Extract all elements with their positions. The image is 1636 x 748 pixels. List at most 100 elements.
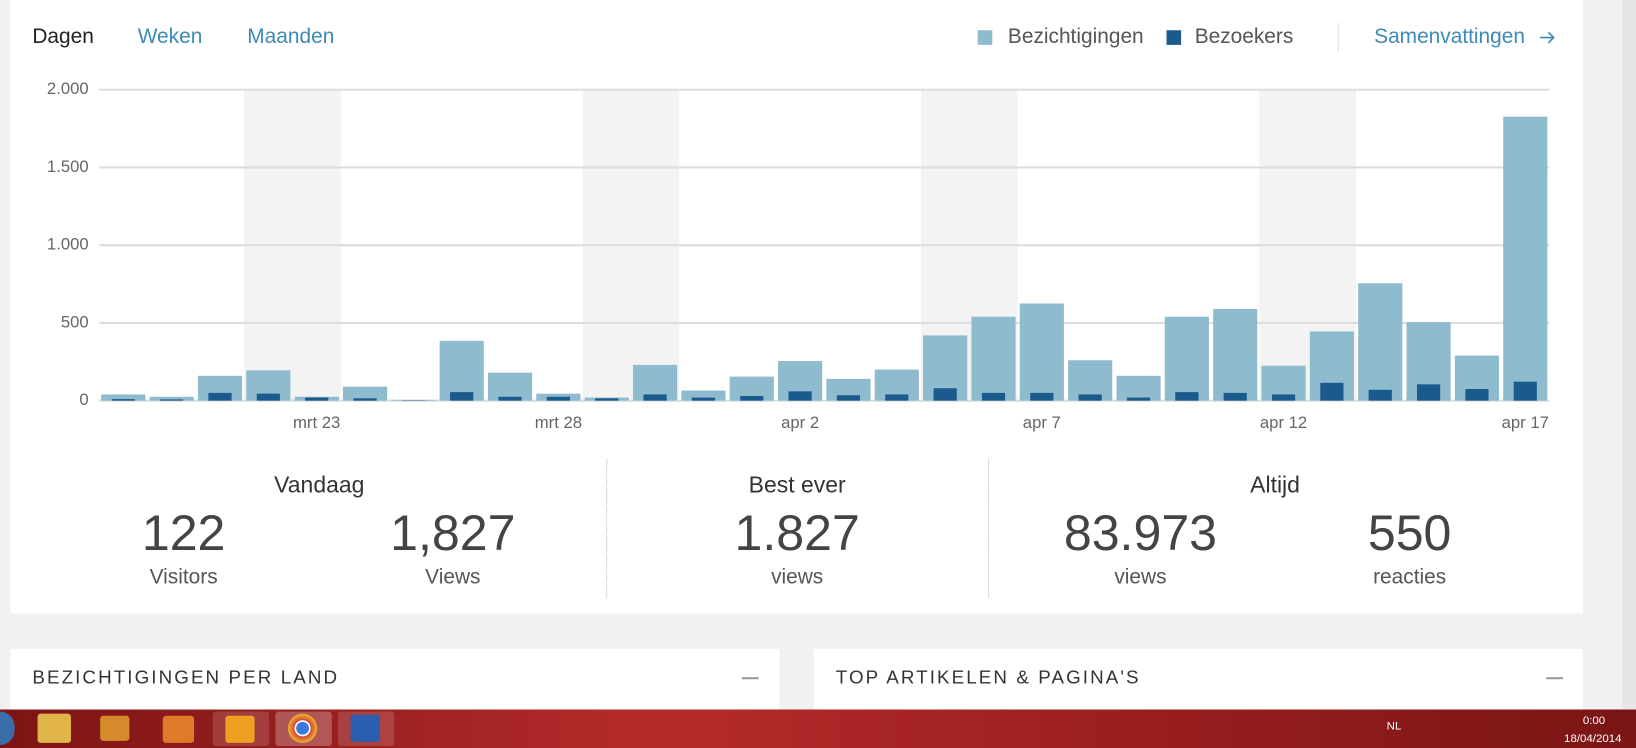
summary-label: Visitors bbox=[149, 565, 218, 589]
bar bbox=[1213, 308, 1258, 401]
bar bbox=[487, 372, 533, 401]
arrow-icon bbox=[1540, 31, 1555, 44]
summary-title: Altijd bbox=[1250, 471, 1300, 498]
bar bbox=[1126, 397, 1151, 401]
summary-value: 122 bbox=[141, 506, 226, 562]
x-tick-label: apr 12 bbox=[1260, 413, 1307, 432]
summary-label: views bbox=[771, 565, 824, 589]
app-icon[interactable] bbox=[100, 715, 130, 741]
legend-swatch bbox=[977, 30, 993, 45]
app-icon[interactable] bbox=[225, 715, 255, 743]
bar bbox=[1465, 389, 1489, 401]
legend-label: Bezoekers bbox=[1194, 25, 1294, 48]
scrollbar[interactable] bbox=[1622, 0, 1636, 710]
bar bbox=[681, 390, 726, 401]
panel-title: TOP ARTIKELEN & PAGINA'S bbox=[835, 666, 1141, 688]
app-icon[interactable] bbox=[287, 713, 318, 743]
bar bbox=[305, 397, 329, 401]
bar bbox=[498, 396, 522, 401]
bar bbox=[1019, 303, 1064, 401]
bar bbox=[595, 398, 619, 401]
bar bbox=[643, 394, 667, 401]
tab[interactable]: Maanden bbox=[247, 25, 335, 48]
y-tick-label: 500 bbox=[61, 312, 89, 331]
panel-title: BEZICHTIGINGEN PER LAND bbox=[32, 666, 340, 688]
bar bbox=[353, 398, 377, 401]
bar bbox=[971, 316, 1016, 401]
y-tick-label: 1.500 bbox=[47, 157, 89, 176]
summary-title: Best ever bbox=[748, 471, 846, 498]
separator bbox=[1337, 22, 1339, 53]
bar bbox=[691, 397, 716, 401]
summary-link[interactable]: Samenvattingen bbox=[1374, 25, 1525, 48]
x-tick-label: apr 7 bbox=[1023, 413, 1061, 432]
bar bbox=[1030, 392, 1054, 401]
bar bbox=[933, 388, 957, 401]
tab[interactable]: Weken bbox=[137, 25, 203, 48]
bar bbox=[1368, 389, 1392, 401]
summary-value: 1,827 bbox=[390, 506, 516, 562]
bar bbox=[160, 399, 184, 401]
bar bbox=[546, 396, 570, 401]
clock-time[interactable]: 0:00 bbox=[1582, 714, 1606, 728]
clock-date[interactable]: 18/04/2014 bbox=[1564, 732, 1622, 745]
bar bbox=[1320, 382, 1344, 401]
bar bbox=[342, 386, 388, 401]
bar bbox=[256, 393, 280, 401]
app-icon[interactable] bbox=[350, 714, 380, 742]
x-tick-label: apr 2 bbox=[781, 413, 819, 432]
taskbar bbox=[0, 709, 1636, 748]
panel bbox=[813, 648, 1583, 712]
start-button[interactable] bbox=[0, 711, 15, 745]
x-tick-label: apr 17 bbox=[1502, 413, 1549, 432]
summary-label: Views bbox=[425, 565, 481, 589]
tab[interactable]: Dagen bbox=[32, 25, 94, 48]
summary-value: 83.973 bbox=[1063, 506, 1218, 562]
y-tick-label: 0 bbox=[79, 390, 88, 409]
bar bbox=[111, 399, 135, 401]
panel bbox=[10, 648, 780, 712]
bar bbox=[1175, 392, 1199, 401]
bar bbox=[885, 394, 909, 401]
y-tick-label: 1.000 bbox=[47, 235, 89, 254]
bar bbox=[450, 392, 474, 401]
bar bbox=[439, 340, 484, 401]
x-tick-label: mrt 23 bbox=[293, 413, 340, 432]
bar bbox=[149, 396, 194, 401]
bar bbox=[1078, 394, 1102, 401]
language[interactable]: NL bbox=[1386, 719, 1402, 733]
bar bbox=[836, 395, 861, 401]
legend-label: Bezichtigingen bbox=[1007, 25, 1144, 48]
summary-value: 550 bbox=[1367, 506, 1452, 562]
bar bbox=[788, 391, 812, 401]
divider bbox=[606, 459, 608, 598]
summary-label: views bbox=[1114, 565, 1167, 589]
bar bbox=[1116, 375, 1161, 401]
chart: 0 500 1.000 1.500 2.000 mrt 23 mrt 28 apr 2 apr … bbox=[47, 79, 1550, 432]
bar bbox=[1271, 394, 1296, 401]
bar bbox=[101, 394, 146, 401]
collapse-button[interactable] bbox=[1546, 677, 1564, 680]
app-icon[interactable] bbox=[37, 713, 71, 743]
bar bbox=[981, 392, 1006, 401]
collapse-button[interactable] bbox=[741, 677, 759, 680]
bar bbox=[1503, 116, 1548, 401]
bar bbox=[1358, 283, 1403, 401]
bar bbox=[1164, 316, 1209, 401]
bar bbox=[391, 399, 436, 401]
summary-label: reacties bbox=[1373, 565, 1447, 589]
bar bbox=[1068, 360, 1113, 401]
y-tick-label: 2.000 bbox=[47, 79, 89, 98]
summary-value: 1.827 bbox=[734, 506, 860, 562]
divider bbox=[988, 459, 990, 598]
bar bbox=[740, 396, 764, 401]
summary-title: Vandaag bbox=[274, 471, 365, 498]
legend-swatch bbox=[1166, 30, 1182, 45]
bar bbox=[208, 392, 232, 401]
bar bbox=[1416, 384, 1441, 401]
x-tick-label: mrt 28 bbox=[535, 413, 582, 432]
bar bbox=[1513, 381, 1537, 401]
app-icon[interactable] bbox=[162, 715, 195, 743]
